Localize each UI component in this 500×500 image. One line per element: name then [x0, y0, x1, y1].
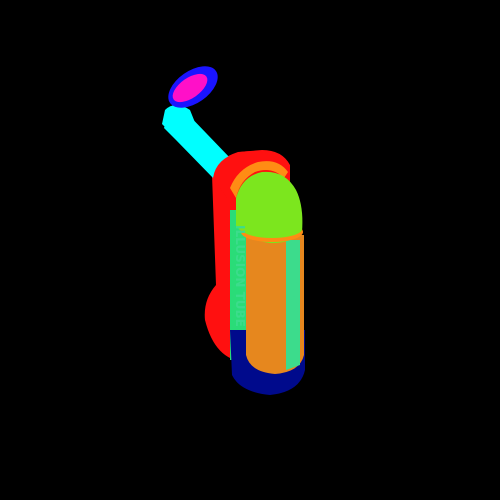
green-elbow-cap [242, 220, 302, 238]
cap-inner [172, 73, 208, 103]
body-green-stripe [286, 240, 300, 370]
cyan-neck-collar [162, 105, 196, 135]
right-label-text: ILLUSION TUBE [285, 250, 300, 360]
left-label-text: ILLUSION TUBE [233, 225, 247, 327]
orange-ring [230, 161, 288, 198]
